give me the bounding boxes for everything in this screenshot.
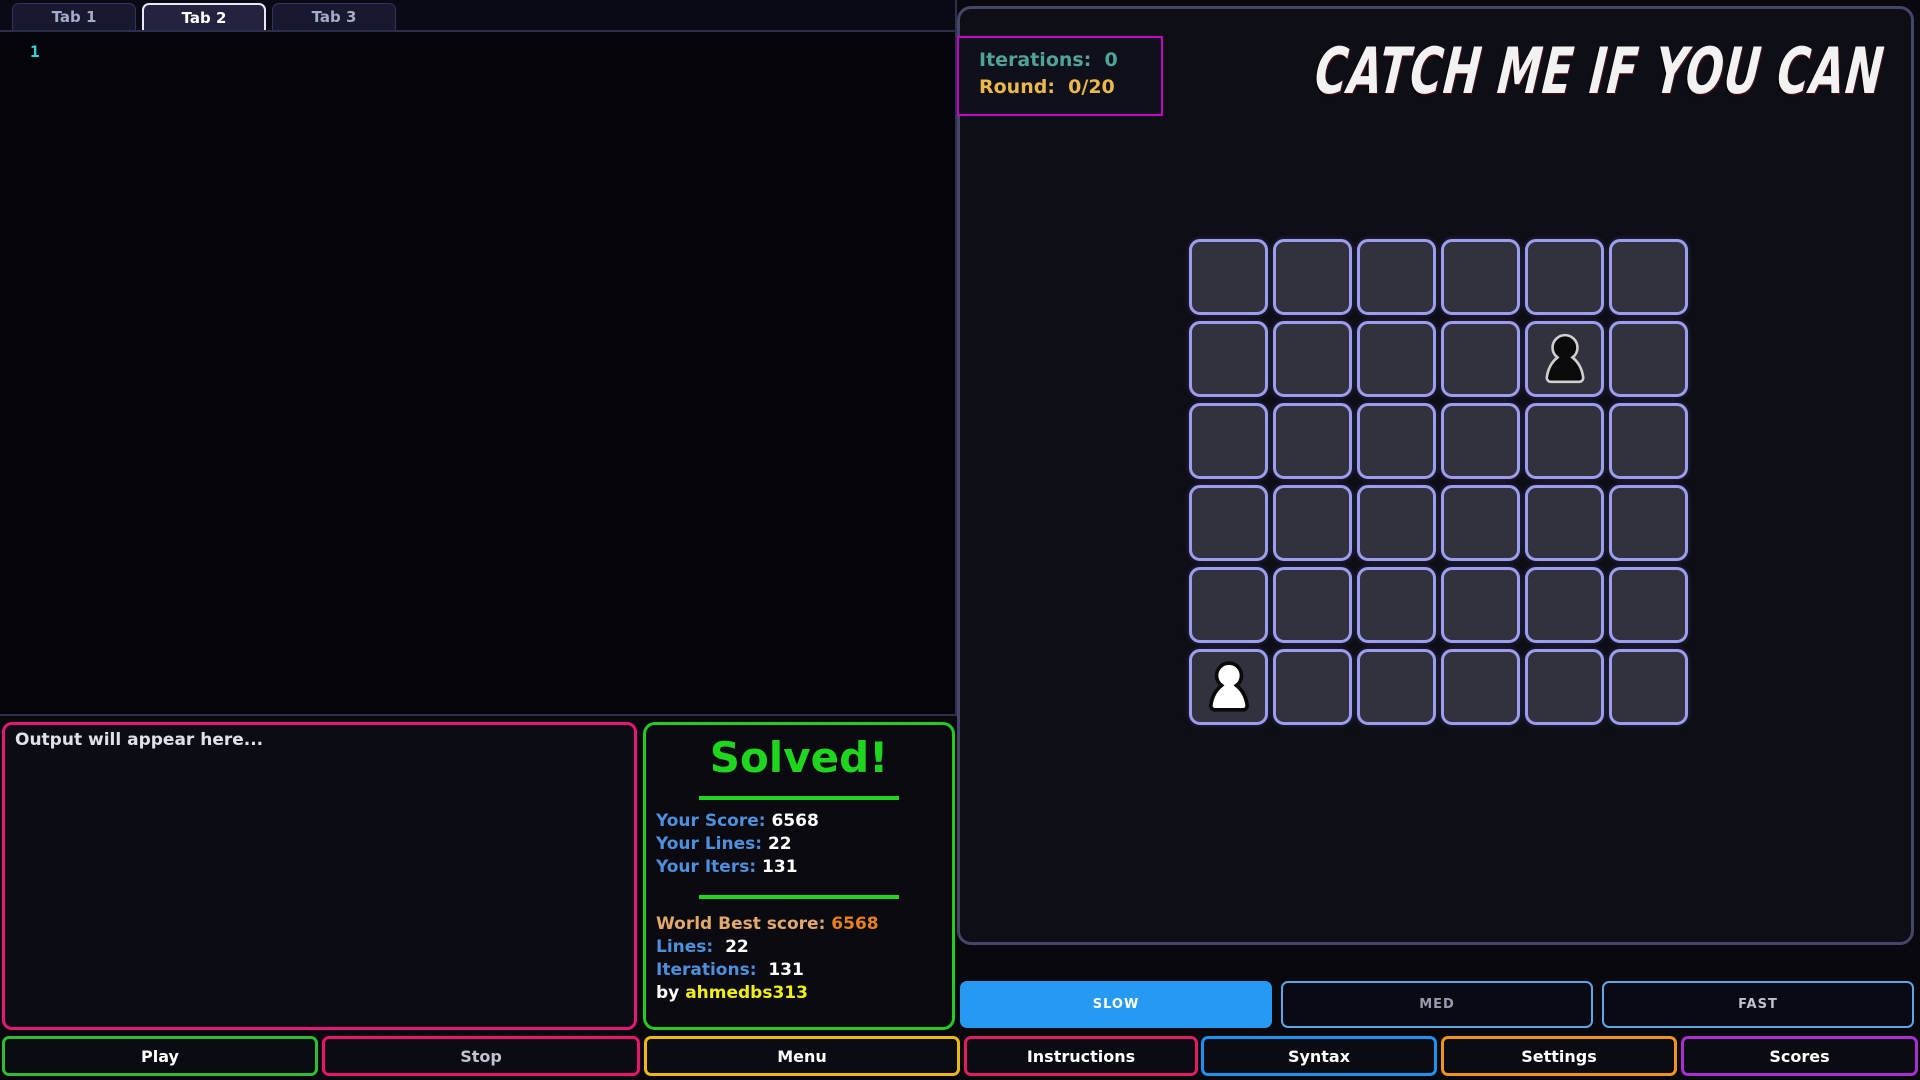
solved-divider-top — [699, 796, 899, 800]
iterations-label: Iterations: — [979, 49, 1092, 71]
board-cell — [1189, 485, 1268, 561]
settings-button[interactable]: Settings — [1441, 1036, 1677, 1076]
board-cell — [1357, 567, 1436, 643]
board-cell — [1273, 321, 1352, 397]
tab-1[interactable]: Tab 1 — [12, 3, 136, 30]
output-placeholder: Output will appear here... — [15, 730, 264, 750]
board-cell — [1525, 649, 1604, 725]
menu-button[interactable]: Menu — [644, 1036, 960, 1076]
board-cell — [1357, 649, 1436, 725]
instructions-button[interactable]: Instructions — [964, 1036, 1198, 1076]
round-counter: Round: 0/20 — [979, 74, 1161, 101]
world-lines-label: Lines: — [656, 937, 714, 957]
round-label: Round: — [979, 76, 1055, 98]
board-cell — [1441, 485, 1520, 561]
board-cell — [1525, 321, 1604, 397]
board-cell — [1189, 321, 1268, 397]
by-label: by — [656, 983, 680, 1003]
solved-divider-bottom — [699, 895, 899, 899]
black-pawn-icon — [1545, 333, 1584, 384]
board-cell — [1357, 485, 1436, 561]
your-stats: Your Score: 6568 Your Lines: 22 Your Ite… — [646, 810, 952, 879]
your-iters-label: Your Iters: — [656, 857, 757, 877]
round-value: 0/20 — [1068, 76, 1115, 98]
your-score-label: Your Score: — [656, 811, 766, 831]
board-cell — [1609, 649, 1688, 725]
board-cell — [1189, 649, 1268, 725]
board-cell — [1441, 403, 1520, 479]
tab-3[interactable]: Tab 3 — [272, 3, 396, 30]
game-hud: Iterations: 0 Round: 0/20 — [957, 36, 1163, 116]
speed-slow-button[interactable]: SLOW — [960, 981, 1272, 1028]
game-panel: Iterations: 0 Round: 0/20 CATCH ME IF YO… — [957, 6, 1914, 945]
world-author-row: by ahmedbs313 — [656, 982, 952, 1005]
solved-title: Solved! — [709, 733, 889, 782]
your-iters-value: 131 — [762, 857, 798, 877]
world-iters-value: 131 — [768, 960, 804, 980]
board-cell — [1189, 567, 1268, 643]
world-lines-value: 22 — [725, 937, 749, 957]
your-lines-row: Your Lines: 22 — [656, 833, 952, 856]
world-score-row: World Best score: 6568 — [656, 913, 952, 936]
output-panel: Output will appear here... — [2, 722, 637, 1030]
speed-med-button[interactable]: MED — [1281, 981, 1593, 1028]
board-cell — [1525, 239, 1604, 315]
stop-button[interactable]: Stop — [322, 1036, 640, 1076]
board-cell — [1357, 239, 1436, 315]
board-cell — [1441, 649, 1520, 725]
board-cell — [1609, 321, 1688, 397]
code-editor[interactable]: 1 — [0, 34, 955, 714]
solved-panel: Solved! Your Score: 6568 Your Lines: 22 … — [643, 722, 955, 1030]
board-cell — [1609, 239, 1688, 315]
iterations-counter: Iterations: 0 — [979, 47, 1161, 74]
board-cell — [1609, 485, 1688, 561]
board-cell — [1441, 239, 1520, 315]
board-cell — [1525, 567, 1604, 643]
board-cell — [1441, 567, 1520, 643]
board-cell — [1357, 403, 1436, 479]
your-score-row: Your Score: 6568 — [656, 810, 952, 833]
board-cell — [1189, 403, 1268, 479]
syntax-button[interactable]: Syntax — [1201, 1036, 1437, 1076]
world-best-stats: World Best score: 6568 Lines: 22 Iterati… — [646, 913, 952, 1005]
editor-tab-bar: Tab 1 Tab 2 Tab 3 — [0, 0, 955, 32]
tab-2[interactable]: Tab 2 — [142, 3, 266, 30]
board-cell — [1609, 567, 1688, 643]
game-title: CATCH ME IF YOU CAN — [1311, 35, 1887, 109]
board-cell — [1273, 403, 1352, 479]
code-editor-pane: Tab 1 Tab 2 Tab 3 1 — [0, 0, 957, 716]
world-iters-label: Iterations: — [656, 960, 757, 980]
board-cell — [1273, 485, 1352, 561]
your-iters-row: Your Iters: 131 — [656, 856, 952, 879]
board-cell — [1273, 239, 1352, 315]
author-name: ahmedbs313 — [685, 983, 808, 1003]
iterations-value: 0 — [1104, 49, 1118, 71]
board-cell — [1609, 403, 1688, 479]
world-lines-row: Lines: 22 — [656, 936, 952, 959]
your-lines-value: 22 — [767, 834, 792, 854]
board-cell — [1273, 649, 1352, 725]
your-lines-label: Your Lines: — [656, 834, 763, 854]
world-score-label: World Best score: — [656, 914, 826, 934]
your-score-value: 6568 — [771, 811, 819, 831]
board-cell — [1525, 485, 1604, 561]
game-board — [1189, 239, 1688, 725]
play-button[interactable]: Play — [2, 1036, 318, 1076]
world-iters-row: Iterations: 131 — [656, 959, 952, 982]
board-cell — [1357, 321, 1436, 397]
world-score-value: 6568 — [831, 914, 879, 934]
board-cell — [1273, 567, 1352, 643]
speed-fast-button[interactable]: FAST — [1602, 981, 1914, 1028]
white-pawn-icon — [1208, 661, 1249, 712]
scores-button[interactable]: Scores — [1681, 1036, 1918, 1076]
board-cell — [1441, 321, 1520, 397]
board-cell — [1189, 239, 1268, 315]
line-number: 1 — [30, 42, 40, 61]
board-cell — [1525, 403, 1604, 479]
